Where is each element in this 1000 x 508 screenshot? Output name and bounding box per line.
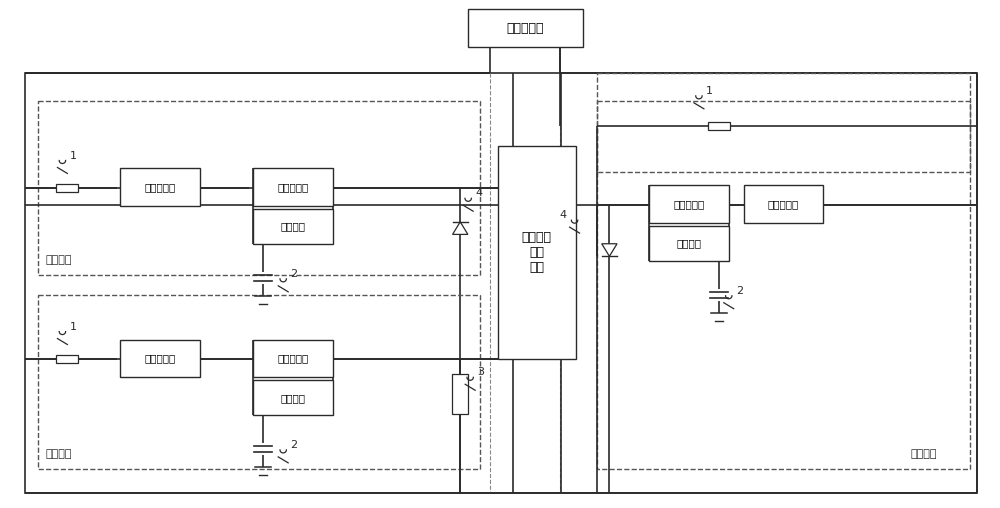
Text: 3: 3 bbox=[477, 367, 484, 377]
Polygon shape bbox=[602, 244, 617, 257]
Bar bbox=[597, 73, 970, 172]
Text: 半导体开关: 半导体开关 bbox=[768, 199, 799, 209]
Polygon shape bbox=[453, 222, 468, 234]
Text: 半导体开关: 半导体开关 bbox=[278, 182, 309, 193]
Bar bbox=[120, 339, 200, 377]
Text: 手动开关: 手动开关 bbox=[281, 221, 306, 232]
Text: 2: 2 bbox=[290, 440, 297, 450]
Text: 分闸回路: 分闸回路 bbox=[45, 255, 72, 265]
Text: 1: 1 bbox=[69, 322, 76, 332]
Bar bbox=[253, 380, 333, 415]
Text: 4: 4 bbox=[475, 188, 482, 198]
Bar bbox=[56, 356, 78, 363]
Text: 合闸回路: 合闸回路 bbox=[911, 449, 937, 459]
Text: 2: 2 bbox=[290, 269, 297, 279]
Text: 手动开关: 手动开关 bbox=[281, 393, 306, 403]
Bar bbox=[744, 185, 823, 223]
Bar bbox=[253, 209, 333, 244]
Bar bbox=[708, 122, 730, 130]
Text: 交流电压源: 交流电压源 bbox=[507, 22, 544, 35]
Bar bbox=[253, 169, 333, 206]
Bar bbox=[56, 184, 78, 193]
Text: 分闸回路: 分闸回路 bbox=[45, 449, 72, 459]
Bar bbox=[38, 295, 480, 469]
Bar bbox=[120, 169, 200, 206]
Text: 手动开关: 手动开关 bbox=[676, 239, 701, 248]
Bar bbox=[452, 374, 468, 414]
Bar bbox=[38, 101, 480, 275]
Bar bbox=[597, 101, 970, 469]
Text: 半导体开关: 半导体开关 bbox=[144, 182, 175, 193]
Bar bbox=[253, 339, 333, 377]
Text: 半导体开关: 半导体开关 bbox=[144, 354, 175, 363]
Text: 1: 1 bbox=[706, 86, 713, 96]
Text: 半导体开关: 半导体开关 bbox=[278, 354, 309, 363]
Text: 4: 4 bbox=[560, 210, 567, 220]
Text: 1: 1 bbox=[69, 150, 76, 161]
Text: 半导体开关: 半导体开关 bbox=[673, 199, 705, 209]
Bar bbox=[649, 185, 729, 223]
Bar bbox=[25, 73, 977, 493]
Text: 电磁斥力
操作
机构: 电磁斥力 操作 机构 bbox=[522, 231, 552, 274]
Bar bbox=[468, 9, 583, 47]
Bar bbox=[498, 146, 576, 360]
Text: 2: 2 bbox=[736, 286, 743, 296]
Bar bbox=[649, 226, 729, 261]
